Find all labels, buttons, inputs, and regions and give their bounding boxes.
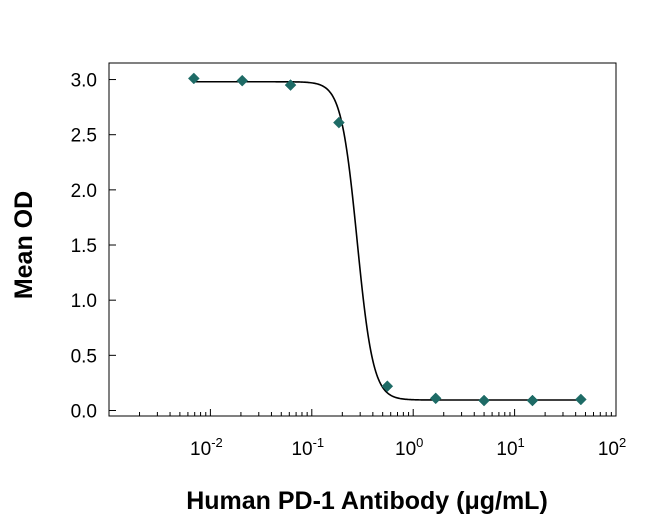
x-tick-label: 10-2 bbox=[190, 435, 223, 460]
y-tick-label: 2.5 bbox=[71, 126, 97, 147]
x-tick-label: 102 bbox=[598, 435, 626, 460]
data-point bbox=[526, 394, 539, 407]
y-tick-label: 1.5 bbox=[71, 236, 97, 257]
y-tick-label: 0.0 bbox=[71, 401, 97, 422]
x-axis-title: Human PD-1 Antibody (μg/mL) bbox=[186, 487, 548, 515]
y-tick-label: 3.0 bbox=[71, 71, 97, 92]
y-tick-label: 1.0 bbox=[71, 291, 97, 312]
x-tick-label: 100 bbox=[395, 435, 423, 460]
y-axis-title: Mean OD bbox=[10, 191, 38, 299]
x-tick-label: 101 bbox=[496, 435, 524, 460]
data-point bbox=[284, 79, 297, 91]
x-tick-label: 10-1 bbox=[291, 435, 324, 460]
fit-curve bbox=[193, 80, 581, 401]
fit-curve-layer bbox=[193, 80, 581, 401]
y-tick-label: 2.0 bbox=[71, 181, 97, 202]
plot-frame bbox=[108, 62, 617, 417]
data-point bbox=[429, 392, 442, 405]
axes bbox=[108, 62, 617, 417]
ticks: 0.0 0.5 1.0 1.5 2.0 2.5 3.0 10-2 10-1 100 101 102 bbox=[71, 71, 627, 460]
data-point bbox=[236, 74, 249, 87]
y-tick-label: 0.5 bbox=[71, 346, 97, 367]
data-point bbox=[478, 394, 490, 407]
data-point bbox=[333, 116, 345, 129]
data-point bbox=[187, 72, 200, 85]
data-point bbox=[381, 380, 394, 393]
data-points bbox=[187, 72, 587, 407]
data-point bbox=[574, 393, 587, 406]
